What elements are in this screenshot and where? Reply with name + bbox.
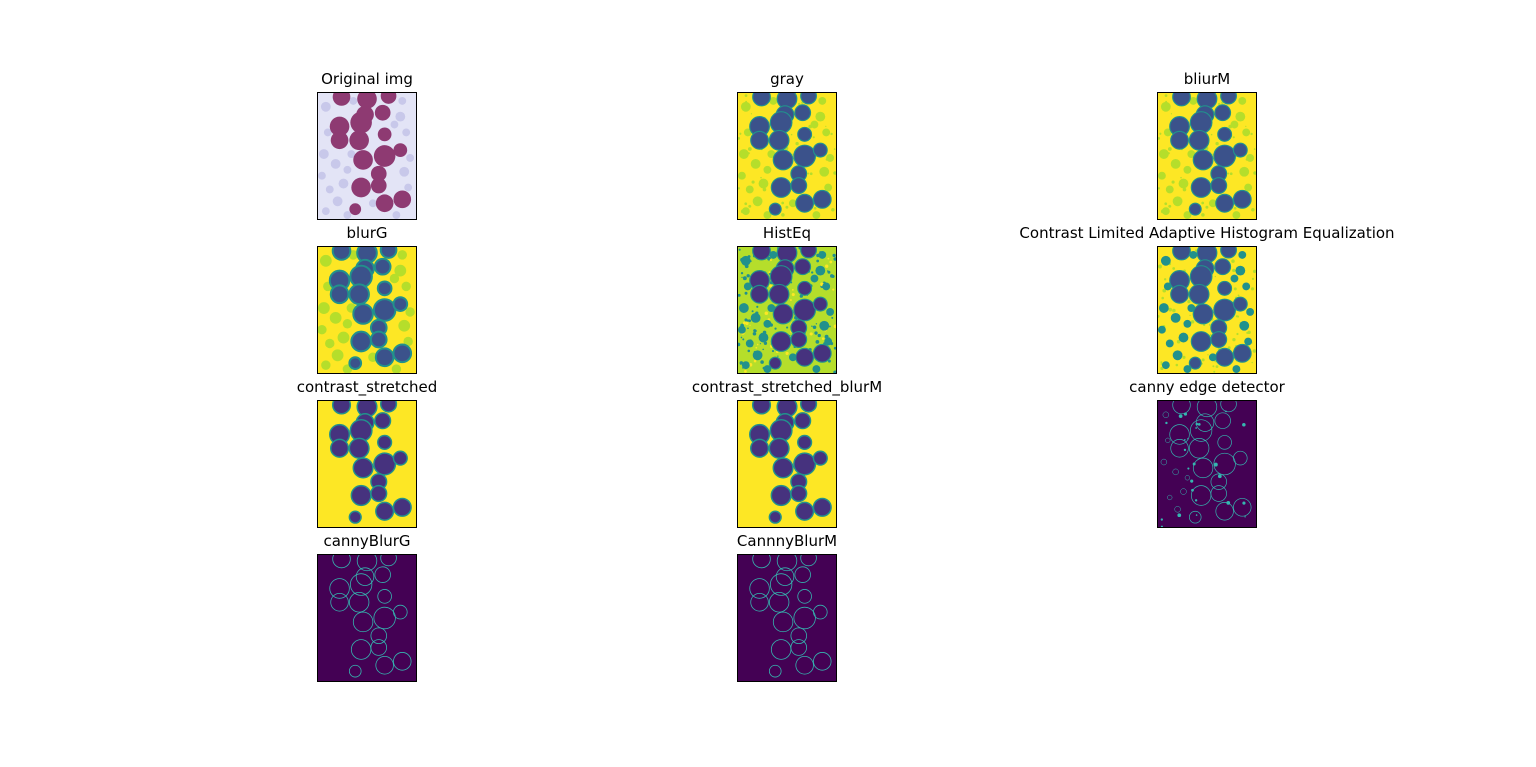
contrast-stretched-render	[318, 401, 416, 527]
panel-title-canny-blurg: cannyBlurG	[323, 532, 411, 550]
panel-title-bliurm: bliurM	[1183, 70, 1231, 88]
panel-image-canny-edge	[1157, 400, 1257, 528]
canny-blurg-render	[318, 555, 416, 681]
panel-image-contrast-stretched-blurm	[737, 400, 837, 528]
panel-image-histeq	[737, 246, 837, 374]
clahe-render	[1158, 247, 1256, 373]
panel-title-clahe: Contrast Limited Adaptive Histogram Equa…	[1019, 224, 1395, 242]
original-render	[318, 93, 416, 219]
panel-title-gray: gray	[770, 70, 804, 88]
panel-title-contrast-stretched-blurm: contrast_stretched_blurM	[691, 378, 883, 396]
panel-title-histeq: HistEq	[762, 224, 812, 242]
panel-image-canny-blurg	[317, 554, 417, 682]
canny-edge-render	[1158, 401, 1256, 527]
contrast-stretched-blurm-render	[738, 401, 836, 527]
bliurm-render	[1158, 93, 1256, 219]
cannny-blurm-render	[738, 555, 836, 681]
panel-image-bliurm	[1157, 92, 1257, 220]
panel-image-original	[317, 92, 417, 220]
panel-title-canny-edge: canny edge detector	[1129, 378, 1285, 396]
blurg-render	[318, 247, 416, 373]
panel-title-original: Original img	[321, 70, 413, 88]
panel-image-contrast-stretched	[317, 400, 417, 528]
panel-image-clahe	[1157, 246, 1257, 374]
gray-render	[738, 93, 836, 219]
histeq-render	[738, 247, 836, 373]
panel-title-contrast-stretched: contrast_stretched	[296, 378, 438, 396]
panel-title-blurg: blurG	[346, 224, 388, 242]
panel-image-gray	[737, 92, 837, 220]
panel-image-cannny-blurm	[737, 554, 837, 682]
panel-image-blurg	[317, 246, 417, 374]
panel-title-cannny-blurm: CannnyBlurM	[736, 532, 838, 550]
